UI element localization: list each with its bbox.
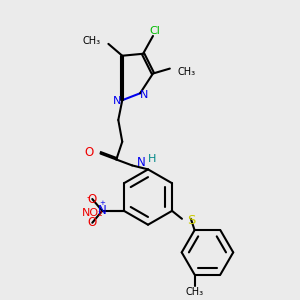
Text: O: O: [84, 146, 94, 159]
Text: +: +: [99, 200, 105, 206]
Text: O: O: [88, 193, 97, 206]
Text: NO₂: NO₂: [82, 208, 103, 218]
Text: CH₃: CH₃: [185, 287, 204, 297]
Text: -: -: [87, 192, 90, 202]
Text: Cl: Cl: [149, 26, 161, 36]
Text: N: N: [137, 156, 146, 169]
Text: H: H: [148, 154, 156, 164]
Text: N: N: [140, 90, 148, 100]
Text: CH₃: CH₃: [178, 67, 196, 76]
Text: S: S: [187, 214, 195, 227]
Text: CH₃: CH₃: [82, 36, 100, 46]
Text: O: O: [88, 216, 97, 229]
Text: N: N: [113, 96, 122, 106]
Text: N: N: [98, 204, 106, 218]
